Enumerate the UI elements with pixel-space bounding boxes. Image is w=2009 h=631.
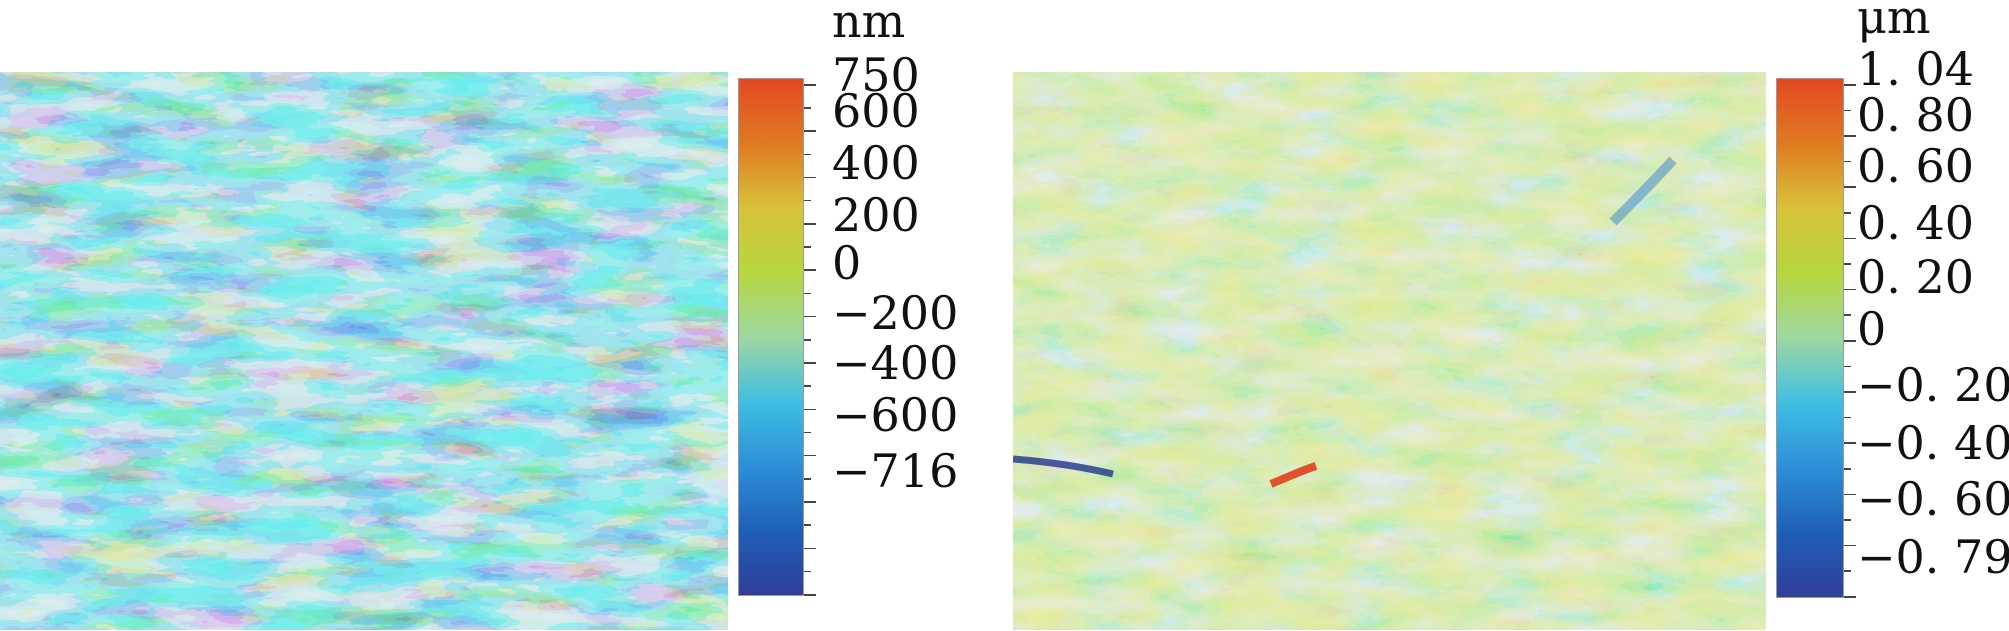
right-unit-label: μm [1857, 0, 1931, 44]
colorbar-tick-mark [1844, 212, 1851, 214]
colorbar-tick-mark [804, 84, 816, 86]
colorbar-tick-mark [804, 223, 816, 225]
colorbar-tick-mark [804, 501, 816, 503]
colorbar-tick-mark [1844, 135, 1856, 137]
colorbar-tick-label: −600 [832, 388, 959, 442]
colorbar-tick-mark [1844, 314, 1851, 316]
colorbar-tick-mark [804, 199, 811, 202]
colorbar-tick-mark [804, 408, 816, 411]
colorbar-tick-mark [1844, 109, 1851, 112]
colorbar-tick-label: 400 [832, 136, 920, 190]
left-unit-label: nm [832, 0, 906, 48]
colorbar-tick-mark [1844, 340, 1856, 342]
colorbar-tick-label: 600 [832, 84, 920, 138]
colorbar-tick-mark [804, 524, 811, 526]
colorbar-tick-mark [804, 385, 811, 387]
colorbar-tick-label: 750 [832, 48, 920, 102]
colorbar-tick-mark [1844, 468, 1851, 470]
colorbar-tick-mark [1844, 160, 1851, 163]
colorbar-tick-mark [804, 130, 816, 132]
colorbar-tick-mark [1844, 186, 1856, 188]
colorbar-tick-label: 200 [832, 188, 920, 242]
colorbar-tick-mark [1844, 493, 1856, 496]
colorbar-tick-mark [804, 570, 811, 573]
colorbar-tick-mark [804, 454, 816, 457]
colorbar-tick-label: 0. 20 [1857, 250, 1975, 304]
colorbar-tick-mark [1844, 596, 1856, 598]
left-colorbar [738, 78, 804, 596]
colorbar-tick-label: −0. 60 [1857, 472, 2009, 526]
colorbar-tick-mark [804, 339, 811, 341]
colorbar-tick-mark [1844, 365, 1851, 368]
colorbar-tick-label: −0. 20 [1857, 358, 2009, 412]
left-height-map-image [0, 72, 728, 630]
colorbar-tick-mark [804, 153, 811, 156]
colorbar-tick-label: 0. 60 [1857, 139, 1975, 193]
colorbar-tick-mark [1844, 570, 1851, 572]
colorbar-tick-mark [804, 362, 816, 364]
colorbar-tick-label: −0. 79 [1857, 530, 2009, 584]
colorbar-tick-mark [804, 547, 816, 550]
colorbar-tick-mark [804, 315, 816, 318]
colorbar-tick-label: 0 [1857, 302, 1887, 356]
colorbar-tick-label: 0 [832, 236, 862, 290]
colorbar-tick-label: −400 [832, 336, 959, 390]
colorbar-tick-mark [804, 246, 811, 248]
colorbar-tick-label: 0. 80 [1857, 88, 1975, 142]
colorbar-tick-mark [1844, 544, 1856, 547]
right-colorbar [1776, 78, 1844, 598]
colorbar-tick-mark [1844, 519, 1851, 521]
colorbar-tick-mark [804, 176, 816, 179]
colorbar-tick-label: 0. 40 [1857, 196, 1975, 250]
colorbar-tick-mark [804, 478, 811, 480]
colorbar-tick-mark [1844, 416, 1851, 419]
colorbar-tick-mark [804, 269, 816, 271]
colorbar-tick-label: −716 [832, 444, 959, 498]
colorbar-tick-mark [1844, 237, 1856, 240]
colorbar-tick-mark [1844, 391, 1856, 393]
colorbar-tick-mark [804, 107, 811, 109]
colorbar-tick-mark [1844, 263, 1851, 265]
colorbar-tick-mark [1844, 84, 1856, 86]
colorbar-tick-mark [804, 594, 816, 596]
colorbar-tick-label: 1. 04 [1857, 42, 1975, 96]
colorbar-tick-mark [804, 431, 811, 434]
colorbar-tick-label: −0. 40 [1857, 416, 2009, 470]
colorbar-tick-mark [804, 292, 811, 295]
colorbar-tick-mark [1844, 442, 1856, 444]
colorbar-tick-mark [1844, 288, 1856, 291]
right-height-map-image [1013, 72, 1766, 630]
colorbar-tick-label: −200 [832, 286, 959, 340]
